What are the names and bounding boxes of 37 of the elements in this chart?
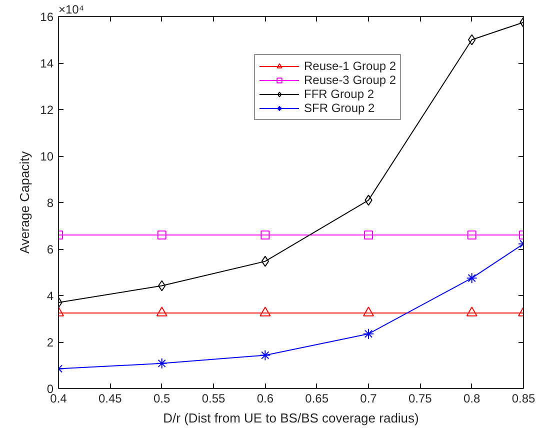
point — [467, 230, 476, 240]
x-tick-label: 0.6 — [256, 392, 274, 406]
point — [363, 328, 374, 340]
x-tick-label: 0.75 — [408, 392, 432, 406]
x-tick-label: 0.8 — [463, 392, 480, 406]
point — [466, 272, 478, 284]
y-tick-label: 10 — [40, 150, 54, 164]
point — [157, 230, 166, 240]
x-tick-label: 0.45 — [98, 392, 122, 406]
y-tick-label: 8 — [46, 196, 54, 210]
y-tick-label: 6 — [46, 242, 54, 256]
point — [364, 230, 373, 240]
x-tick-label: 0.55 — [202, 392, 226, 406]
legend-label: Reuse-3 Group 2 — [304, 73, 396, 87]
point — [156, 306, 168, 316]
y-tick-label: 4 — [46, 289, 54, 303]
point — [260, 306, 271, 316]
legend-label: Reuse-1 Group 2 — [304, 59, 396, 73]
legend-label: FFR Group 2 — [304, 87, 374, 101]
x-tick-label: 0.65 — [305, 392, 329, 406]
y-tick-label: 14 — [40, 56, 54, 70]
point — [156, 358, 168, 369]
text: ×10⁴ — [58, 2, 84, 16]
x-tick-label: 0.4 — [50, 392, 68, 406]
point — [466, 306, 478, 316]
x-tick-label: 0.5 — [153, 392, 170, 406]
x-tick-label: 0.7 — [360, 392, 378, 406]
y-tick-label: 12 — [40, 103, 54, 117]
x-tick-label: 0.85 — [512, 392, 536, 406]
point — [260, 230, 270, 240]
x-axis-title: D/r (Dist from UE to BS/BS coverage radius) — [163, 410, 419, 426]
point — [363, 306, 374, 316]
y-axis-title: Average Capacity — [17, 150, 32, 254]
legend-label: SFR Group 2 — [304, 101, 375, 115]
y-tick-label: 2 — [46, 336, 54, 350]
y-tick-label: 16 — [40, 10, 54, 24]
point — [260, 350, 271, 361]
